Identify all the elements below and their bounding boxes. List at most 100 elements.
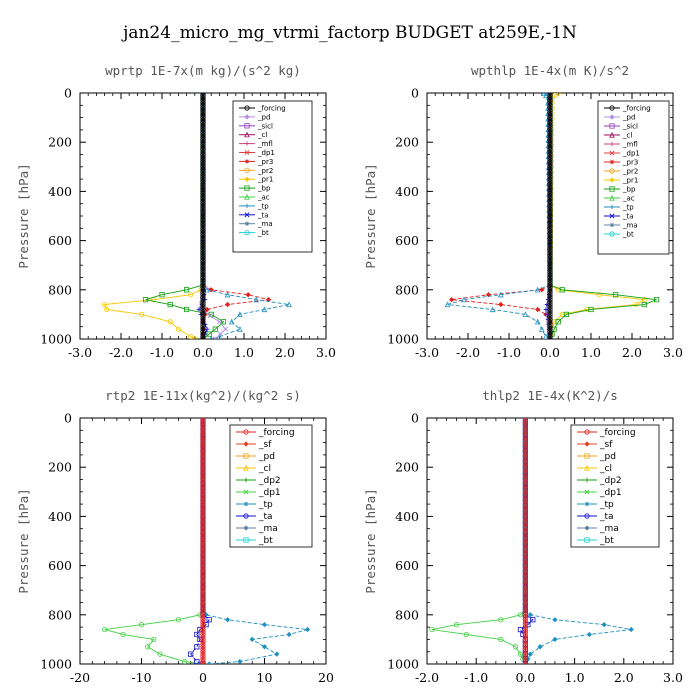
series-point-forcing [200, 558, 206, 564]
legend-label: _ma [257, 220, 273, 228]
x-tick-label: 10 [257, 670, 273, 685]
series-point-forcing [200, 324, 206, 330]
series-point-forcing [200, 562, 206, 569]
series-point-forcing [547, 191, 553, 197]
y-tick-label: 200 [395, 135, 419, 150]
series-point-forcing [547, 97, 553, 103]
series-point-tp [552, 636, 558, 643]
series-point-forcing [200, 255, 206, 261]
series-point-forcing [200, 93, 206, 99]
legend-swatch-marker [609, 150, 615, 156]
legend-label: _dp1 [258, 488, 281, 498]
series-point-forcing [200, 567, 206, 574]
series-point-forcing [547, 309, 553, 315]
series-point-forcing [522, 499, 529, 505]
series-point-forcing [200, 491, 206, 497]
series-point-bp [641, 301, 647, 308]
series-point-tp [586, 631, 592, 638]
y-tick-label: 1000 [40, 657, 72, 672]
legend-label: _ac [622, 195, 635, 203]
series-point-pr1 [102, 301, 108, 308]
x-tick-label: -20 [70, 670, 90, 685]
series-point-forcing [547, 257, 553, 263]
series-point-forcing [200, 230, 206, 236]
series-point-forcing [200, 277, 206, 283]
x-tick-label: 0 [199, 670, 207, 685]
series-point-forcing [200, 164, 206, 170]
legend-swatch-marker [243, 429, 249, 435]
series-point-forcing [200, 454, 206, 460]
series-point-forcing [522, 439, 529, 446]
series-point-forcing [200, 464, 206, 470]
series-point-forcing [522, 513, 529, 520]
series-point-forcing [547, 333, 553, 339]
series-point-forcing [547, 174, 553, 180]
series-point-forcing [522, 425, 529, 431]
series-point-tp [538, 326, 545, 332]
series-line-ta [190, 418, 210, 664]
series-point-forcing [522, 543, 529, 549]
series-point-forcing [200, 452, 206, 458]
series-point-forcing [547, 284, 553, 290]
series-point-forcing [200, 260, 206, 266]
series-point-forcing [547, 311, 553, 317]
series-point-forcing [547, 294, 553, 300]
legend-label: _cl [622, 132, 632, 140]
series-point-tp [534, 286, 541, 293]
series-point-forcing [547, 159, 553, 165]
series-point-tp [541, 93, 547, 96]
legend-label: _pr2 [622, 168, 638, 176]
series-point-pr1 [167, 319, 173, 325]
series-point-forcing [200, 439, 206, 446]
series-point-forcing [522, 641, 529, 647]
legend-swatch-marker [244, 212, 250, 218]
series-point-forcing [200, 267, 206, 273]
series-point-forcing [547, 146, 553, 153]
legend-swatch-marker [243, 537, 249, 543]
series-point-forcing [522, 437, 529, 443]
series-point-forcing [200, 607, 206, 613]
series-point-forcing [200, 435, 206, 441]
legend-label: _pr1 [257, 176, 273, 184]
series-point-forcing [200, 489, 206, 495]
series-point-forcing [522, 518, 529, 524]
series-point-forcing [200, 649, 206, 655]
series-point-forcing [200, 176, 206, 182]
series-point-forcing [200, 279, 206, 286]
legend-swatch-marker [584, 513, 590, 519]
series-point-forcing [200, 533, 206, 539]
series-point-forcing [200, 301, 206, 308]
legend-label: _tp [599, 500, 614, 510]
legend-swatch-marker [584, 525, 590, 531]
series-point-forcing [522, 585, 529, 591]
series-point-pd [217, 331, 223, 337]
series-point-forcing [200, 149, 206, 155]
series-point-forcing [522, 496, 529, 502]
series-point-forcing [200, 225, 206, 231]
series-point-forcing [547, 245, 553, 251]
series-point-forcing [547, 321, 553, 327]
series-point-tp [489, 306, 496, 313]
series-point-forcing [200, 639, 206, 645]
legend: _forcing _sf _pd _cl _dp2 _dp1 _tp _ta _ma _bt [570, 424, 660, 548]
series-point-forcing [200, 420, 206, 426]
x-tick-label: -1.0 [497, 345, 521, 360]
series-point-forcing [200, 619, 206, 625]
series-point-forcing [547, 169, 553, 175]
series-point-forcing [522, 649, 529, 655]
series-point-forcing [547, 297, 553, 303]
series-point-tp [274, 651, 280, 657]
series-point-forcing [547, 198, 553, 204]
series-point-forcing [547, 262, 553, 268]
series-point-forcing [200, 294, 206, 300]
series-point-forcing [522, 609, 529, 615]
series-point-forcing [547, 137, 553, 143]
series-point-forcing [547, 274, 553, 281]
series-point-forcing [547, 196, 553, 202]
series-point-forcing [522, 521, 529, 527]
series-point-dp1 [120, 631, 126, 638]
series-point-forcing [522, 634, 529, 640]
series-point-forcing [522, 570, 529, 576]
series-point-forcing [547, 142, 553, 148]
series-point-forcing [547, 154, 553, 160]
